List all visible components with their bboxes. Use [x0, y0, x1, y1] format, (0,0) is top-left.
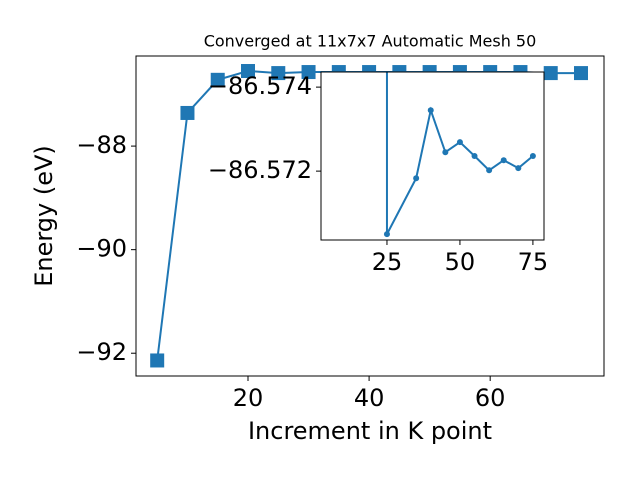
- marker: [486, 167, 493, 174]
- axes: 25 50 75 −86.574 −86.572: [208, 21, 549, 276]
- marker: [456, 139, 463, 146]
- x-tick-label: 50: [445, 248, 476, 276]
- marker: [471, 153, 478, 159]
- x-tick-label: 25: [372, 248, 403, 276]
- marker: [271, 66, 286, 81]
- y-tick-label: −90: [76, 235, 127, 263]
- marker: [515, 165, 522, 172]
- chart-title: Converged at 11x7x7 Automatic Mesh 50: [204, 32, 537, 51]
- axes-frame: [320, 71, 545, 241]
- marker: [543, 66, 558, 81]
- y-tick-label: −92: [76, 338, 127, 366]
- marker: [384, 21, 390, 27]
- x-tick-label: 20: [233, 384, 264, 412]
- marker: [500, 157, 507, 164]
- plot-background: [321, 72, 544, 240]
- x-tick-label: 60: [475, 384, 506, 412]
- axes-frame: [135, 55, 605, 377]
- marker: [427, 107, 434, 114]
- x-tick-label: 40: [354, 384, 385, 412]
- x-tick-label: 75: [518, 248, 549, 276]
- marker: [529, 153, 536, 159]
- x-axis-label: Increment in K point: [248, 417, 492, 445]
- marker: [383, 231, 390, 238]
- marker: [180, 105, 195, 120]
- marker: [241, 64, 256, 79]
- marker: [413, 175, 420, 182]
- marker: [150, 353, 165, 368]
- plot-area: [383, 21, 536, 238]
- marker: [442, 149, 449, 156]
- y-tick-label: −86.574: [208, 72, 312, 100]
- y-tick-label: −88: [76, 131, 127, 159]
- y-axis-label: Energy (eV): [30, 145, 58, 287]
- marker: [210, 72, 225, 87]
- marker: [301, 65, 316, 80]
- y-tick-label: −86.572: [208, 156, 312, 184]
- marker: [573, 66, 588, 81]
